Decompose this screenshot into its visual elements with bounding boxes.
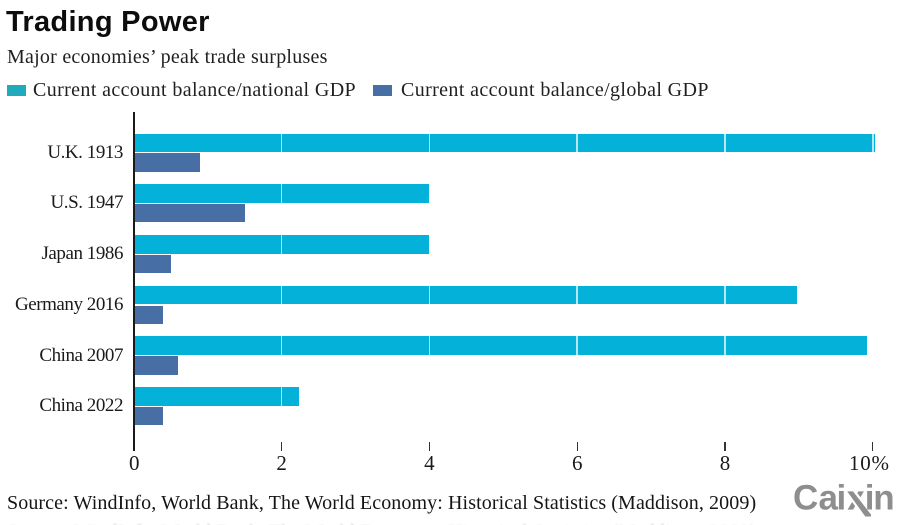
svg-text:i: i <box>837 479 847 518</box>
svg-text:n: n <box>873 479 894 518</box>
svg-text:C: C <box>793 479 818 518</box>
svg-text:i: i <box>865 479 875 518</box>
svg-text:a: a <box>819 479 839 518</box>
